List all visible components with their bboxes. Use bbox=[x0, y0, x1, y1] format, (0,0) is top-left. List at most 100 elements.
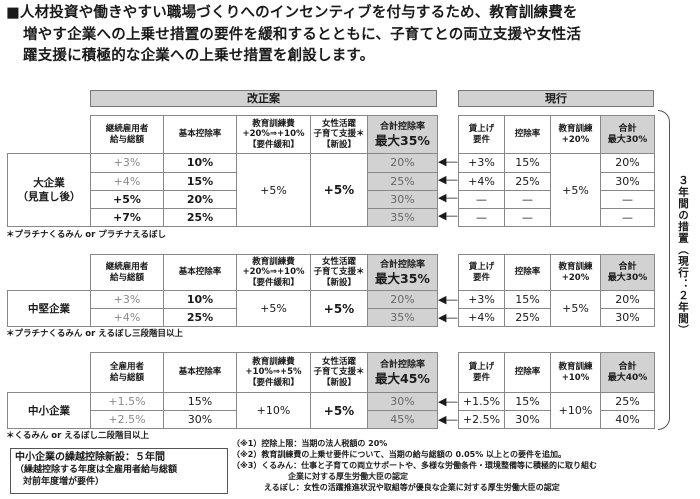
cur-col-wage: 賃上げ 要件 bbox=[458, 254, 505, 291]
col-total: 合計控除率 最大35% bbox=[367, 114, 438, 155]
cur-col-rate: 控除率 bbox=[504, 254, 551, 291]
col-women: 女性活躍 子育て支援＊ 【新設】 bbox=[310, 254, 368, 291]
col-base: 基本控除率 bbox=[163, 114, 237, 155]
cur-total: — bbox=[600, 207, 655, 228]
total-rate: 30% bbox=[367, 392, 438, 411]
row-label-mid: 中堅企業 bbox=[7, 290, 91, 327]
base-rate: 15% bbox=[163, 171, 237, 191]
cur-rate: — bbox=[504, 189, 551, 209]
cur-col-edu: 教育訓練 +20% bbox=[550, 114, 601, 155]
footnote-3-cont: 企業に対する厚生労働大臣の認定 bbox=[232, 472, 408, 481]
large-current-table: 賃上げ 要件 控除率 教育訓練 +20% 合計 最大30% +3% 15% +5% 2… bbox=[458, 114, 655, 228]
cur-col-wage: 賃上げ 要件 bbox=[458, 114, 505, 155]
women-value: +5% bbox=[310, 392, 368, 429]
footnotes: （※1）控除上限：当期の法人税額の 20% （※2）教育訓練費の上乗せ要件につい… bbox=[232, 438, 696, 493]
left-arrow-icon: ◀― bbox=[438, 191, 458, 204]
cur-wage: +2.5% bbox=[458, 410, 505, 429]
left-arrow-icon: ◀― bbox=[438, 293, 458, 306]
cur-col-rate: 控除率 bbox=[504, 352, 551, 393]
wage-value: +1.5% bbox=[90, 392, 164, 411]
mid-current-table: 賃上げ 要件 控除率 教育訓練 +20% 合計 最大30% +3% 15% +5% 2… bbox=[458, 254, 655, 327]
left-arrow-icon: ◀― bbox=[438, 209, 458, 222]
carryover-box: 中小企業の繰越控除新設：５年間 （繰越控除する年度は全雇用者給与総額 対前年度増… bbox=[10, 448, 228, 494]
cur-total: 20% bbox=[600, 153, 655, 173]
total-rate: 30% bbox=[367, 189, 438, 209]
mid-reform-table: 継続雇用者 給与総額 基本控除率 教育訓練費 +20%⇒+10% 【要件緩和】 女性活… bbox=[7, 254, 438, 327]
wage-value: +4% bbox=[90, 171, 164, 191]
intro-text: ■人材投資や働きやすい職場づくりへのインセンティブを付与するため、教育訓練費を … bbox=[6, 3, 696, 68]
cur-wage: +4% bbox=[458, 171, 505, 191]
cur-rate: 25% bbox=[504, 171, 551, 191]
cur-total: 40% bbox=[600, 410, 655, 429]
footnote-1: （※1）控除上限：当期の法人税額の 20% bbox=[232, 439, 388, 448]
wage-value: +7% bbox=[90, 207, 164, 228]
left-arrow-icon: ◀― bbox=[438, 413, 458, 426]
women-value: +5% bbox=[310, 153, 368, 227]
right-brace bbox=[658, 110, 670, 430]
col-edu: 教育訓練費 +20%⇒+10% 【要件緩和】 bbox=[236, 254, 311, 291]
wage-value: +5% bbox=[90, 189, 164, 209]
col-edu: 教育訓練費 +10%⇒+5% 【要件緩和】 bbox=[236, 352, 311, 393]
empty-corner bbox=[7, 115, 91, 155]
cur-total: — bbox=[600, 189, 655, 209]
wage-value: +3% bbox=[90, 153, 164, 173]
footnote-3: （※3）くるみん：仕事と子育ての両立サポートや、多様な労働条件・環境整備等に積極… bbox=[232, 461, 597, 470]
col-women: 女性活躍 子育て支援＊ 【新設】 bbox=[310, 114, 368, 155]
total-rate: 35% bbox=[367, 207, 438, 228]
col-edu: 教育訓練費 +20%⇒+10% 【要件緩和】 bbox=[236, 114, 311, 155]
col-total: 合計控除率 最大35% bbox=[367, 254, 438, 291]
cur-col-total: 合計 最大30% bbox=[600, 114, 655, 155]
carryover-line-2: 対前年度増が要件） bbox=[23, 477, 105, 487]
edu-value: +5% bbox=[236, 153, 311, 227]
wage-value: +2.5% bbox=[90, 410, 164, 429]
cur-wage: +1.5% bbox=[458, 392, 505, 411]
current-header: 現行 bbox=[458, 90, 654, 107]
col-base: 基本控除率 bbox=[163, 352, 237, 393]
wage-value: +4% bbox=[90, 308, 164, 327]
total-rate: 20% bbox=[367, 290, 438, 309]
cur-col-edu: 教育訓練 +10% bbox=[550, 352, 601, 393]
note-mid: ＊プラチナくるみん or えるぼし三段階目以上 bbox=[6, 329, 184, 339]
intro-line-2: 増やす企業への上乗せ措置の要件を緩和するとともに、子育てとの両立支援や女性活 bbox=[23, 26, 582, 43]
base-rate: 15% bbox=[163, 392, 237, 411]
intro-line-1: ■人材投資や働きやすい職場づくりへのインセンティブを付与するため、教育訓練費を bbox=[6, 5, 578, 21]
row-label-small: 中小企業 bbox=[7, 392, 91, 429]
cur-col-wage: 賃上げ 要件 bbox=[458, 352, 505, 393]
cur-total: 30% bbox=[600, 171, 655, 191]
total-rate: 35% bbox=[367, 308, 438, 327]
cur-col-edu: 教育訓練 +20% bbox=[550, 254, 601, 291]
cur-total: 25% bbox=[600, 392, 655, 411]
empty-corner bbox=[7, 254, 91, 291]
carryover-line-1: （繰越控除する年度は全雇用者給与総額 bbox=[15, 465, 178, 475]
note-large: ＊プラチナくるみん or プラチナえるぼし bbox=[6, 230, 167, 240]
cur-rate: 15% bbox=[504, 392, 551, 411]
cur-edu-value: +5% bbox=[550, 290, 601, 327]
cur-total: 30% bbox=[600, 308, 655, 327]
wage-value: +3% bbox=[90, 290, 164, 309]
left-arrow-icon: ◀― bbox=[438, 311, 458, 324]
col-total: 合計控除率 最大45% bbox=[367, 352, 438, 393]
col-wage: 継続雇用者 給与総額 bbox=[90, 254, 164, 291]
footnote-3-eruboshi: えるぼし：女性の活躍推進状況や取組等が優良な企業に対する厚生労働大臣の認定 bbox=[232, 483, 560, 492]
edu-value: +5% bbox=[236, 290, 311, 327]
base-rate: 10% bbox=[163, 153, 237, 173]
cur-rate: 15% bbox=[504, 290, 551, 309]
cur-wage: — bbox=[458, 189, 505, 209]
cur-wage: +4% bbox=[458, 308, 505, 327]
left-arrow-icon: ◀― bbox=[438, 155, 458, 168]
cur-rate: 30% bbox=[504, 410, 551, 429]
cur-wage: +3% bbox=[458, 290, 505, 309]
cur-col-total: 合計 最大40% bbox=[600, 352, 655, 393]
carryover-title: 中小企業の繰越控除新設：５年間 bbox=[15, 452, 165, 463]
cur-wage: — bbox=[458, 207, 505, 228]
footnote-2: （※2）教育訓練費の上乗せ要件について、当期の給与総額の 0.05% 以上との要… bbox=[232, 450, 566, 459]
intro-line-3: 躍支援に積極的な企業への上乗せ措置を創設します。 bbox=[23, 48, 375, 64]
small-current-table: 賃上げ 要件 控除率 教育訓練 +10% 合計 最大40% +1.5% 15% +10… bbox=[458, 352, 655, 429]
col-wage: 継続雇用者 給与総額 bbox=[90, 114, 164, 155]
left-arrow-icon: ◀― bbox=[438, 395, 458, 408]
base-rate: 25% bbox=[163, 207, 237, 228]
note-small: ＊くるみん or えるぼし二段階目以上 bbox=[6, 431, 150, 441]
women-value: +5% bbox=[310, 290, 368, 327]
total-rate: 20% bbox=[367, 153, 438, 173]
cur-total: 20% bbox=[600, 290, 655, 309]
